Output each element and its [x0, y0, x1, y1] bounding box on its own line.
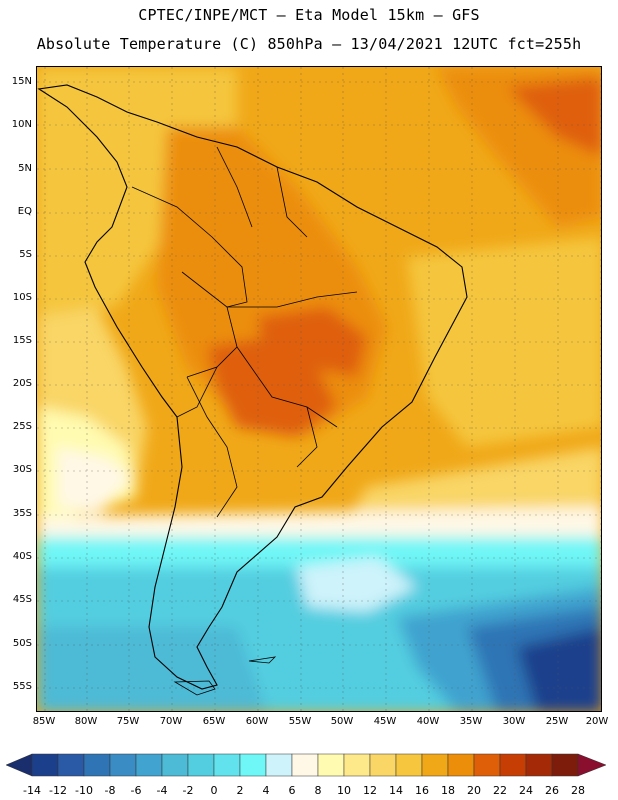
temperature-map [36, 66, 602, 712]
lon-label: 80W [74, 716, 98, 727]
lon-label: 35W [459, 716, 483, 727]
colorbar-swatch [421, 753, 449, 777]
colorbar-swatch [239, 753, 267, 777]
south-america-coastline [37, 84, 468, 690]
colorbar-tick-label: 20 [467, 784, 481, 797]
falkland-islands [248, 656, 277, 664]
colorbar-tick-label: 6 [288, 784, 296, 797]
colorbar-swatch [525, 753, 553, 777]
colorbar-swatch [187, 753, 215, 777]
lat-label: 25S [12, 421, 32, 432]
lat-label: 5S [19, 249, 32, 260]
lat-label: 10S [12, 292, 32, 303]
colorbar-swatch [291, 753, 319, 777]
colorbar-tick-label: -2 [182, 784, 194, 797]
colorbar-swatch [57, 753, 85, 777]
colorbar-tick-label: 10 [337, 784, 351, 797]
lat-label: 30S [12, 464, 32, 475]
lon-label: 50W [330, 716, 354, 727]
colorbar-swatch [369, 753, 397, 777]
lat-label: 55S [12, 681, 32, 692]
lat-label: 50S [12, 638, 32, 649]
colorbar-tick-label: 4 [262, 784, 270, 797]
colorbar-swatch [161, 753, 189, 777]
colorbar-tick-label: 8 [314, 784, 322, 797]
colorbar-tick-label: -8 [104, 784, 116, 797]
colorbar-swatch [395, 753, 423, 777]
field-interior-hot-2 [257, 307, 367, 377]
lat-label: 20S [12, 378, 32, 389]
lon-label: 45W [373, 716, 397, 727]
lon-label: 65W [202, 716, 226, 727]
lon-label: 75W [116, 716, 140, 727]
colorbar-swatch [213, 753, 241, 777]
colorbar-swatch [135, 753, 163, 777]
colorbar-tick-label: 14 [389, 784, 403, 797]
colorbar-swatch [499, 753, 527, 777]
colorbar-tick-label: 12 [363, 784, 377, 797]
title-line-2: Absolute Temperature (C) 850hPa – 13/04/… [36, 35, 582, 53]
lon-label: 25W [545, 716, 569, 727]
lon-label: 60W [245, 716, 269, 727]
field-south-west [37, 627, 267, 711]
title-line-1: CPTEC/INPE/MCT – Eta Model 15km – GFS [138, 6, 480, 24]
colorbar-tick-label: 16 [415, 784, 429, 797]
colorbar-tick-label: -4 [156, 784, 168, 797]
colorbar-tick-label: 26 [545, 784, 559, 797]
field-south-pale-patch [297, 557, 417, 612]
colorbar-tick-label: 2 [236, 784, 244, 797]
colorbar-swatch [447, 753, 475, 777]
lat-label: 45S [12, 594, 32, 605]
colorbar-swatch [473, 753, 501, 777]
colorbar [6, 753, 607, 777]
colorbar-tick-label: 18 [441, 784, 455, 797]
lat-label: 5N [18, 163, 32, 174]
colorbar-tick-label: -12 [49, 784, 67, 797]
colorbar-swatch [109, 753, 137, 777]
colorbar-tick-label: -6 [130, 784, 142, 797]
field-atlantic-hot [507, 77, 601, 157]
lon-label: 30W [502, 716, 526, 727]
colorbar-tick-label: 28 [571, 784, 585, 797]
lat-label: 40S [12, 551, 32, 562]
lon-label: 55W [288, 716, 312, 727]
lon-label: 20W [585, 716, 609, 727]
field-south-deepest [517, 627, 601, 711]
colorbar-swatch [265, 753, 293, 777]
colorbar-swatch [83, 753, 111, 777]
lat-label: 15S [12, 335, 32, 346]
lon-label: 40W [416, 716, 440, 727]
lat-label: 15N [11, 76, 32, 87]
colorbar-tick-label: 0 [210, 784, 218, 797]
colorbar-swatch [343, 753, 371, 777]
lat-label: 35S [12, 508, 32, 519]
tierra-del-fuego [173, 680, 216, 696]
lon-label: 85W [32, 716, 56, 727]
colorbar-tick-label: 22 [493, 784, 507, 797]
graticule [37, 67, 601, 711]
field-atlantic-mid [407, 237, 601, 447]
colorbar-swatch [31, 753, 59, 777]
lat-label: EQ [17, 206, 32, 217]
colorbar-tick-label: -14 [23, 784, 41, 797]
field-pacific-cream [57, 447, 132, 512]
country-borders [131, 146, 358, 518]
colorbar-swatch [317, 753, 345, 777]
map-canvas [37, 67, 601, 711]
colorbar-tick-label: 24 [519, 784, 533, 797]
lon-label: 70W [159, 716, 183, 727]
colorbar-swatch [551, 753, 579, 777]
colorbar-under-arrow [6, 753, 33, 777]
colorbar-tick-label: -10 [75, 784, 93, 797]
colorbar-over-arrow [577, 753, 607, 777]
lat-label: 10N [11, 119, 32, 130]
